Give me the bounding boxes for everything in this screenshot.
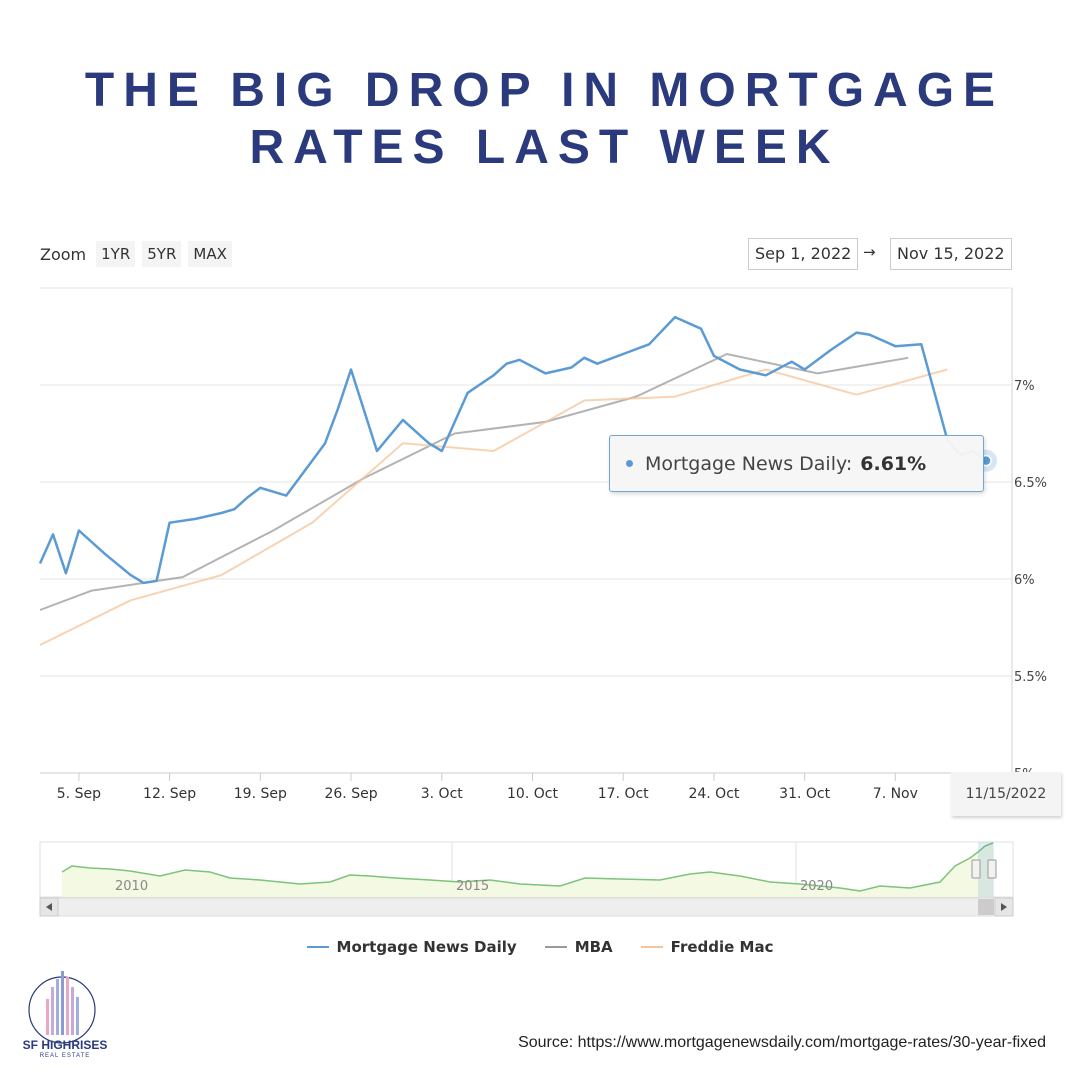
series-line-freddie-mac (39, 368, 948, 646)
arrow-right-icon (1001, 903, 1007, 911)
x-tick-label: 24. Oct (688, 786, 739, 802)
tooltip-dot-icon (626, 460, 633, 467)
x-tick-label: 5. Sep (57, 786, 101, 802)
x-tick-label: 10. Oct (507, 786, 558, 802)
navigator-line (61, 842, 994, 892)
chart-grid (40, 287, 1013, 774)
legend-item-mba[interactable]: MBA (544, 938, 613, 956)
legend-swatch (544, 946, 567, 948)
legend: Mortgage News Daily MBA Freddie Mac (0, 938, 1080, 956)
navigator-year-label: 2010 (115, 879, 148, 894)
title-line-2: RATES LAST WEEK (249, 121, 840, 174)
x-axis: 5. Sep 12. Sep 19. Sep 26. Sep 3. Oct 10. Oct… (40, 772, 1012, 802)
x-tick-label: 3. Oct (421, 786, 464, 802)
x-tick-label: 31. Oct (779, 786, 830, 802)
page-title: THE BIG DROP IN MORTGAGE RATES LAST WEEK (0, 62, 1080, 176)
range-from-input[interactable]: Sep 1, 2022 (748, 238, 859, 270)
legend-swatch (306, 946, 329, 948)
y-tick-label: 6.5% (1014, 476, 1047, 491)
navigator: 2010 2015 2020 (39, 841, 1014, 917)
legend-item-freddie-mac[interactable]: Freddie Mac (640, 938, 774, 956)
scrollbar-thumb[interactable] (978, 899, 994, 915)
current-date-flag: 11/15/2022 (951, 772, 1061, 816)
source-text: Source: https://www.mortgagenewsdaily.co… (518, 1034, 1046, 1051)
legend-label: MBA (574, 938, 613, 956)
legend-item-mortgage-news-daily[interactable]: Mortgage News Daily (306, 938, 517, 956)
tooltip: Mortgage News Daily: 6.61% (609, 435, 984, 492)
arrow-left-icon (46, 903, 52, 911)
zoom-max-button[interactable]: MAX (188, 241, 232, 267)
zoom-controls: Zoom 1YR 5YR MAX (40, 240, 239, 268)
x-tick-label: 19. Sep (234, 786, 287, 802)
x-tick-label: 26. Sep (324, 786, 377, 802)
x-tick-label: 7. Nov (873, 786, 918, 802)
y-tick-label: 5.5% (1014, 670, 1047, 685)
zoom-label: Zoom (40, 244, 87, 264)
tooltip-label: Mortgage News Daily: (645, 452, 853, 475)
y-tick-label: 7% (1014, 379, 1035, 394)
navigator-handle[interactable] (971, 859, 981, 879)
zoom-5yr-button[interactable]: 5YR (142, 241, 182, 267)
range-arrow-icon: → (863, 243, 876, 261)
y-tick-label: 6% (1014, 573, 1035, 588)
company-logo (28, 971, 96, 1044)
range-to-input[interactable]: Nov 15, 2022 (890, 238, 1012, 270)
y-axis-ticks: 5%5.5%6%6.5%7% (1014, 379, 1047, 782)
logo-name: SF HIGHRISES (22, 1038, 108, 1052)
x-tick-label: 12. Sep (143, 786, 196, 802)
logo-subtitle: REAL ESTATE (39, 1053, 91, 1059)
navigator-selection[interactable] (978, 842, 994, 897)
title-line-1: THE BIG DROP IN MORTGAGE (84, 64, 1005, 117)
legend-swatch (640, 946, 663, 948)
legend-label: Freddie Mac (670, 938, 774, 956)
navigator-handle[interactable] (987, 859, 997, 879)
navigator-year-label: 2015 (456, 879, 489, 894)
navigator-year-label: 2020 (800, 879, 833, 894)
tooltip-value: 6.61% (860, 452, 927, 475)
zoom-1yr-button[interactable]: 1YR (96, 241, 136, 267)
legend-label: Mortgage News Daily (336, 938, 517, 956)
series-line-mortgage-news-daily (38, 315, 987, 585)
scrollbar-track[interactable] (39, 897, 1014, 917)
x-tick-label: 17. Oct (598, 786, 649, 802)
